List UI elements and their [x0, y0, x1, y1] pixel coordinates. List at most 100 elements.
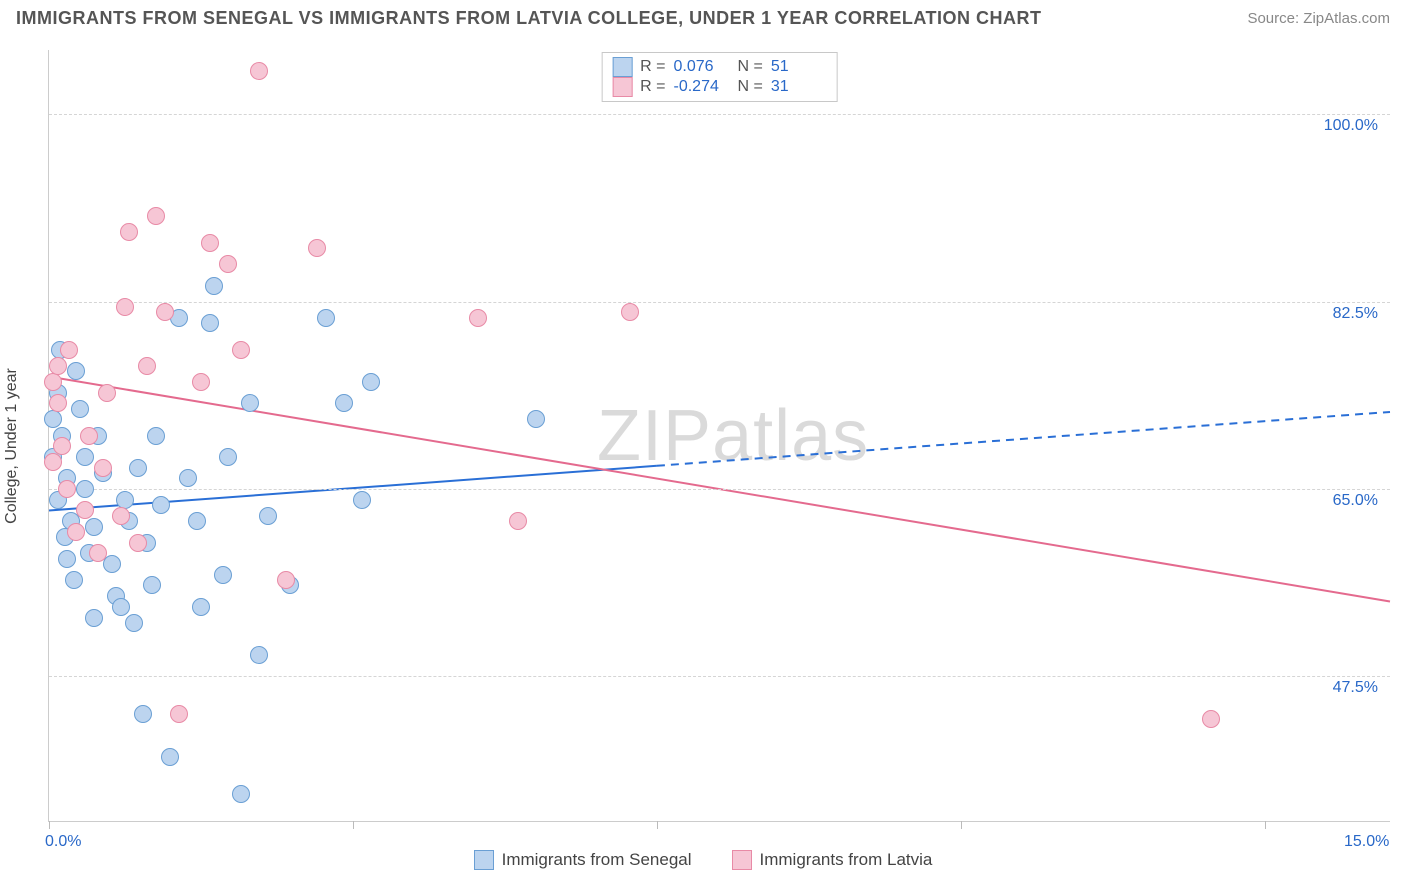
data-point: [277, 571, 295, 589]
data-point: [317, 309, 335, 327]
data-point: [201, 314, 219, 332]
legend-swatch: [732, 850, 752, 870]
data-point: [156, 303, 174, 321]
data-point: [58, 480, 76, 498]
data-point: [134, 705, 152, 723]
data-point: [219, 255, 237, 273]
series-legend-item: Immigrants from Senegal: [474, 850, 692, 870]
gridline: [49, 676, 1390, 677]
watermark-text: ZIPatlas: [597, 395, 869, 477]
data-point: [60, 341, 78, 359]
data-point: [85, 609, 103, 627]
data-point: [76, 501, 94, 519]
data-point: [250, 62, 268, 80]
source-attribution: Source: ZipAtlas.com: [1247, 10, 1390, 27]
x-tick-label-max: 15.0%: [1344, 833, 1389, 851]
data-point: [138, 357, 156, 375]
data-point: [353, 491, 371, 509]
data-point: [58, 550, 76, 568]
data-point: [179, 469, 197, 487]
data-point: [527, 410, 545, 428]
legend-swatch: [612, 57, 632, 77]
data-point: [80, 427, 98, 445]
data-point: [469, 309, 487, 327]
data-point: [76, 480, 94, 498]
data-point: [621, 303, 639, 321]
gridline: [49, 302, 1390, 303]
data-point: [112, 507, 130, 525]
data-point: [241, 394, 259, 412]
legend-row: R = 0.076 N = 51: [612, 57, 827, 77]
data-point: [219, 448, 237, 466]
data-point: [201, 234, 219, 252]
series-name: Immigrants from Senegal: [502, 850, 692, 870]
y-axis-label: College, Under 1 year: [3, 368, 21, 524]
series-legend-item: Immigrants from Latvia: [732, 850, 933, 870]
legend-n-value: 51: [771, 58, 827, 76]
data-point: [214, 566, 232, 584]
data-point: [94, 459, 112, 477]
data-point: [1202, 710, 1220, 728]
data-point: [232, 341, 250, 359]
data-point: [89, 544, 107, 562]
data-point: [143, 576, 161, 594]
legend-r-label: R =: [640, 58, 665, 76]
data-point: [362, 373, 380, 391]
x-tick: [353, 821, 354, 829]
data-point: [170, 705, 188, 723]
data-point: [125, 614, 143, 632]
legend-swatch: [474, 850, 494, 870]
data-point: [67, 362, 85, 380]
legend-n-value: 31: [771, 78, 827, 96]
chart-title: IMMIGRANTS FROM SENEGAL VS IMMIGRANTS FR…: [16, 8, 1042, 29]
regression-lines: [49, 50, 1390, 821]
data-point: [335, 394, 353, 412]
legend-row: R = -0.274 N = 31: [612, 77, 827, 97]
series-legend: Immigrants from Senegal Immigrants from L…: [0, 850, 1406, 870]
legend-n-label: N =: [738, 78, 763, 96]
data-point: [65, 571, 83, 589]
data-point: [120, 223, 138, 241]
legend-swatch: [612, 77, 632, 97]
data-point: [112, 598, 130, 616]
data-point: [76, 448, 94, 466]
legend-r-label: R =: [640, 78, 665, 96]
x-tick: [961, 821, 962, 829]
data-point: [44, 453, 62, 471]
data-point: [85, 518, 103, 536]
data-point: [129, 534, 147, 552]
data-point: [98, 384, 116, 402]
data-point: [161, 748, 179, 766]
data-point: [152, 496, 170, 514]
data-point: [49, 394, 67, 412]
legend-n-label: N =: [738, 58, 763, 76]
y-tick-label: 82.5%: [1329, 305, 1382, 323]
data-point: [147, 427, 165, 445]
data-point: [129, 459, 147, 477]
data-point: [192, 373, 210, 391]
data-point: [250, 646, 268, 664]
data-point: [71, 400, 89, 418]
data-point: [205, 277, 223, 295]
x-tick-label-min: 0.0%: [45, 833, 81, 851]
data-point: [53, 437, 71, 455]
data-point: [44, 373, 62, 391]
data-point: [192, 598, 210, 616]
data-point: [232, 785, 250, 803]
y-tick-label: 65.0%: [1329, 492, 1382, 510]
series-name: Immigrants from Latvia: [760, 850, 933, 870]
y-tick-label: 100.0%: [1320, 117, 1382, 135]
data-point: [147, 207, 165, 225]
data-point: [259, 507, 277, 525]
data-point: [67, 523, 85, 541]
scatter-chart: ZIPatlas R =0.076N =51R =-0.274N =31 47.…: [48, 50, 1390, 822]
x-tick: [49, 821, 50, 829]
data-point: [116, 298, 134, 316]
x-tick: [1265, 821, 1266, 829]
data-point: [188, 512, 206, 530]
gridline: [49, 489, 1390, 490]
legend-r-value: -0.274: [674, 78, 730, 96]
data-point: [509, 512, 527, 530]
x-tick: [657, 821, 658, 829]
legend-r-value: 0.076: [674, 58, 730, 76]
